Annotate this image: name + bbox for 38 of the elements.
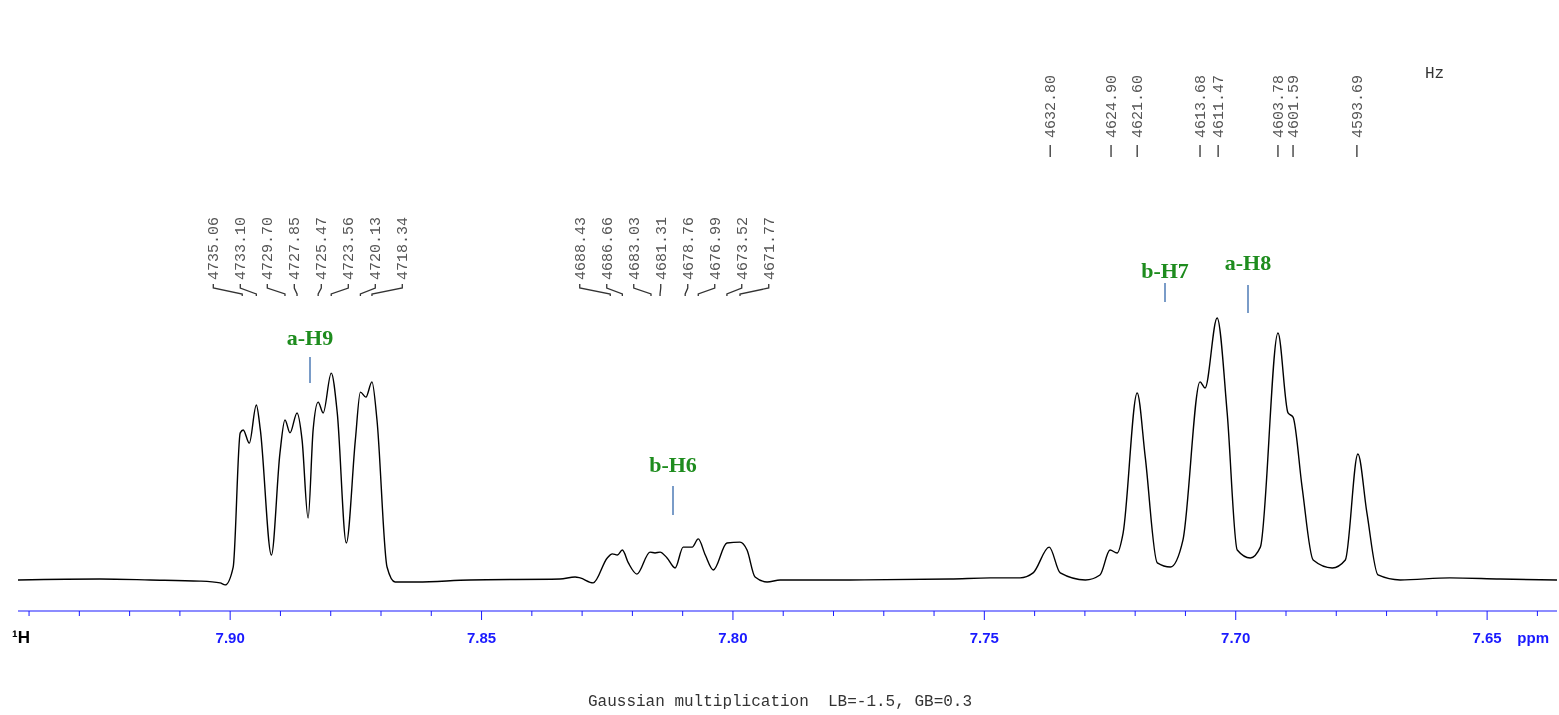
annotation: 4729.70 xyxy=(260,216,278,280)
x-tick-label: 7.90 xyxy=(215,629,245,646)
text: Gaussian multiplication LB=-1.5, GB=0.3 xyxy=(587,693,973,711)
text: a-H8 xyxy=(1224,250,1272,275)
annotation: 4723.56 xyxy=(341,216,359,280)
annotation: 4681.31 xyxy=(653,216,671,280)
annotation: 4613.68 xyxy=(1193,74,1211,138)
annotation: 4725.47 xyxy=(314,216,332,280)
annotation: 4688.43 xyxy=(572,216,590,280)
text: b-H7 xyxy=(1141,258,1189,283)
annotation: 4676.99 xyxy=(707,216,725,280)
annotation: 4727.85 xyxy=(287,216,305,280)
annotation: 4593.69 xyxy=(1349,74,1367,138)
x-tick-label: 7.80 xyxy=(718,629,748,646)
annotation: 4733.10 xyxy=(233,216,251,280)
x-tick-label: 7.70 xyxy=(1221,629,1251,646)
x-tick-label: 7.65 xyxy=(1472,629,1502,646)
annotation: 4632.80 xyxy=(1043,74,1061,138)
annotation: 4603.78 xyxy=(1270,74,1288,138)
annotation: 4683.03 xyxy=(626,216,644,280)
x-tick-label: 7.85 xyxy=(466,629,497,646)
annotation: 4718.34 xyxy=(395,216,413,280)
annotation: 4621.60 xyxy=(1130,74,1148,138)
annotation: 4611.47 xyxy=(1211,74,1229,138)
text: ¹H xyxy=(12,628,30,647)
annotation: a-H9 xyxy=(286,325,334,350)
annotation: 4720.13 xyxy=(368,216,386,280)
annotation: 4671.77 xyxy=(761,216,779,280)
annotation: 4678.76 xyxy=(680,216,698,280)
annotation: b-H6 xyxy=(649,452,697,477)
annotation: 4601.59 xyxy=(1286,74,1304,138)
annotation: 4673.52 xyxy=(734,216,752,280)
x-axis-title: ppm xyxy=(1517,629,1549,646)
annotation: 4686.66 xyxy=(599,216,617,280)
text: Hz xyxy=(1425,65,1445,83)
annotation: 4624.90 xyxy=(1104,74,1122,138)
annotation: 4735.06 xyxy=(206,216,224,280)
x-tick-label: 7.75 xyxy=(969,629,999,646)
